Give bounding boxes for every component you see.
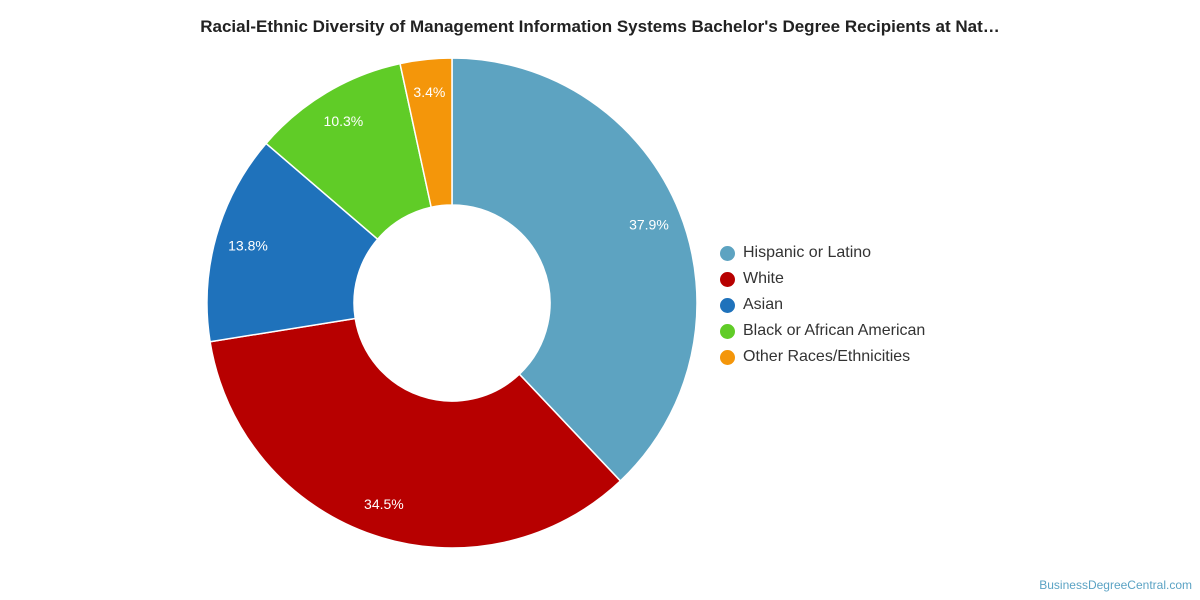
- slice-label-hispanic-or-latino: 37.9%: [629, 217, 669, 233]
- legend-swatch: [720, 349, 735, 365]
- legend-item-hispanic-or-latino[interactable]: Hispanic or Latino: [720, 240, 925, 266]
- legend-label: Black or African American: [743, 322, 926, 339]
- legend-swatch: [720, 245, 735, 261]
- legend-item-other-races-ethnicities[interactable]: Other Races/Ethnicities: [720, 344, 925, 370]
- legend-swatch: [720, 297, 735, 313]
- source-credit[interactable]: BusinessDegreeCentral.com: [1039, 578, 1192, 592]
- legend-item-black-or-african-american[interactable]: Black or African American: [720, 318, 925, 344]
- chart-title: Racial-Ethnic Diversity of Management In…: [200, 17, 1000, 36]
- slice-label-white: 34.5%: [364, 496, 404, 512]
- slice-black-or-african-american[interactable]: [265, 62, 433, 241]
- slice-label-asian: 13.8%: [228, 237, 268, 253]
- legend-label: White: [743, 270, 784, 287]
- slice-labels: 37.9% 34.5% 13.8% 10.3% 3.4%: [228, 84, 669, 512]
- slice-other-races-ethnicities[interactable]: [399, 57, 453, 209]
- slice-label-other-races-ethnicities: 3.4%: [413, 84, 445, 100]
- chart-legend: Hispanic or Latino White Asian Black or Afr…: [720, 240, 925, 370]
- slice-white[interactable]: [209, 317, 622, 549]
- legend-item-asian[interactable]: Asian: [720, 292, 925, 318]
- legend-swatch: [720, 323, 735, 339]
- legend-label: Other Races/Ethnicities: [743, 348, 911, 365]
- legend-label: Hispanic or Latino: [743, 244, 872, 261]
- slice-label-black-or-african-american: 10.3%: [324, 113, 364, 129]
- slice-hispanic-or-latino[interactable]: [451, 57, 698, 483]
- legend-item-white[interactable]: White: [720, 266, 925, 292]
- legend-label: Asian: [743, 296, 784, 313]
- donut-slices: [206, 57, 698, 549]
- legend-swatch: [720, 271, 735, 287]
- slice-asian[interactable]: [206, 142, 379, 343]
